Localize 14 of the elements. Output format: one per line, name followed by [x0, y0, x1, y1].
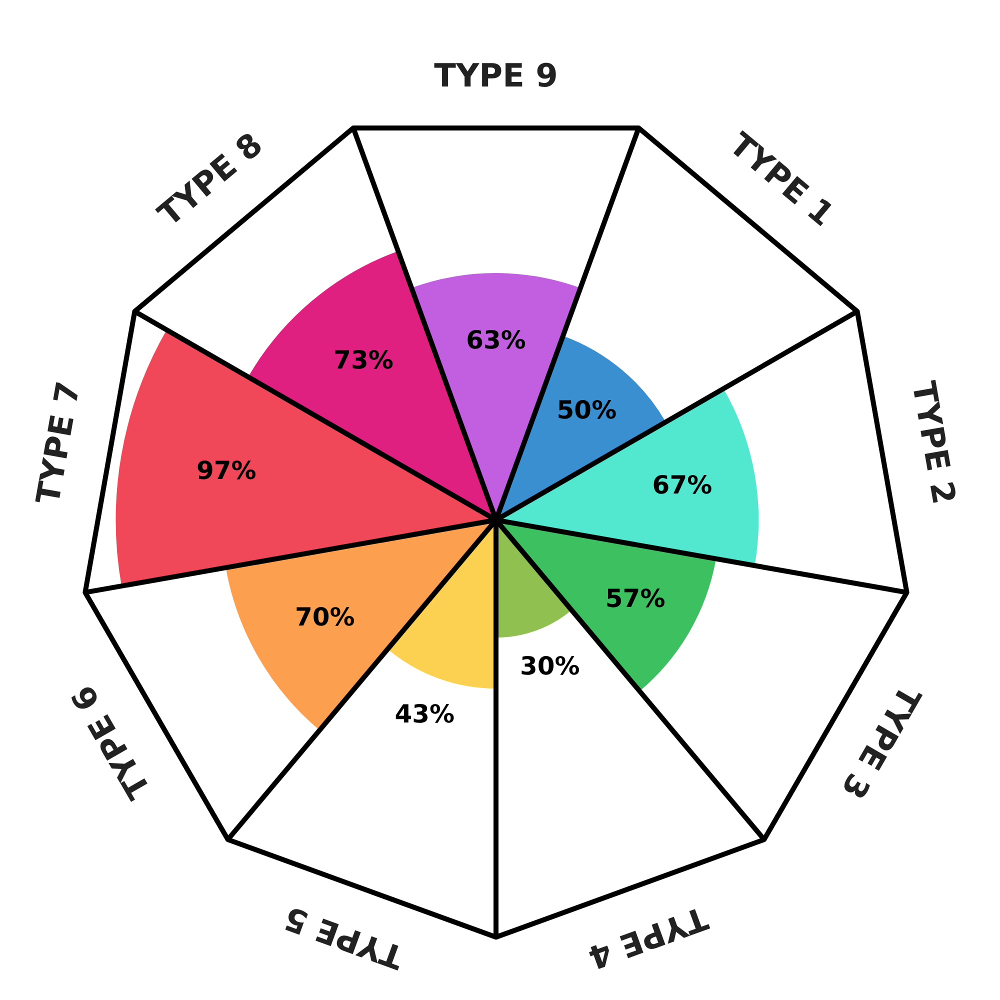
data-label: 43% [394, 699, 455, 728]
data-label: 50% [556, 395, 617, 424]
data-label: 73% [334, 346, 394, 375]
category-label: TYPE 2 [904, 378, 964, 507]
data-label: 97% [196, 456, 256, 485]
category-label: TYPE 4 [583, 898, 713, 977]
category-label: TYPE 7 [28, 378, 88, 507]
data-label: 30% [520, 652, 580, 681]
data-label: 67% [652, 470, 712, 500]
data-label: 63% [466, 326, 526, 355]
category-label: TYPE 9 [434, 56, 558, 94]
data-label: 70% [294, 602, 355, 632]
category-label: TYPE 5 [279, 898, 409, 977]
data-label: 57% [605, 584, 666, 613]
